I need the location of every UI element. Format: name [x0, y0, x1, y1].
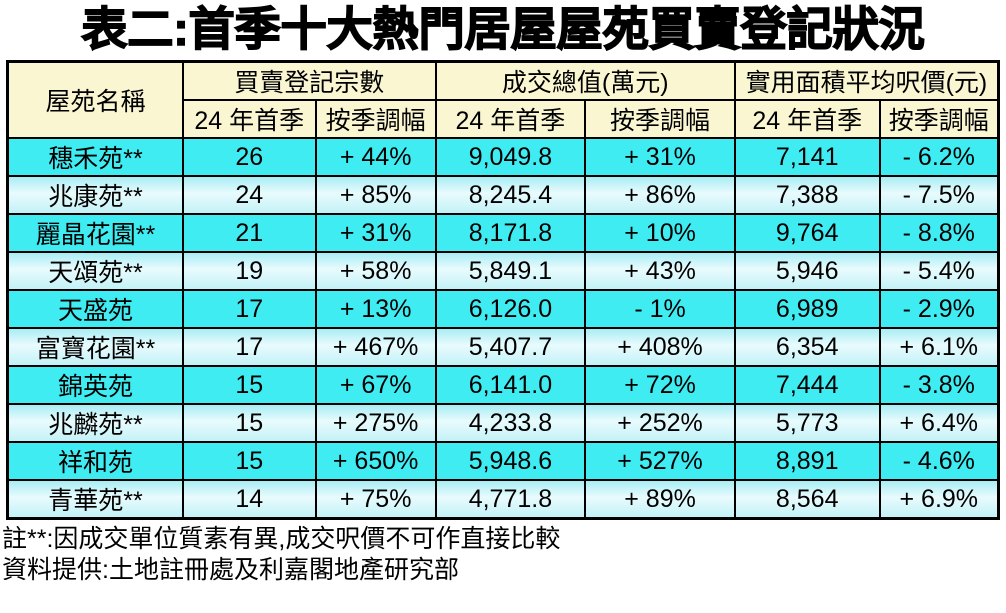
value-qoq: + 10%	[584, 213, 736, 253]
estate-name: 錦英苑	[6, 365, 184, 405]
psf-q1: 7,444	[733, 365, 881, 405]
registrations-qoq: + 31%	[314, 213, 437, 253]
registrations-q1: 17	[181, 289, 317, 329]
registrations-qoq: + 75%	[314, 479, 437, 520]
registrations-qoq: + 58%	[314, 251, 437, 291]
estate-name: 穗禾苑**	[6, 137, 184, 177]
subheader-psf-q1: 24 年首季	[733, 99, 881, 139]
value-qoq: + 43%	[584, 251, 736, 291]
header-sub-row: 24 年首季 按季調幅 24 年首季 按季調幅 24 年首季 按季調幅	[8, 99, 1000, 139]
psf-q1: 5,773	[733, 403, 881, 443]
column-group-registrations: 買賣登記宗數	[181, 60, 437, 101]
psf-q1: 6,354	[733, 327, 881, 367]
table-row: 兆麟苑** 15 + 275% 4,233.8 + 252% 5,773 + 6…	[6, 403, 1000, 443]
value-qoq: + 72%	[584, 365, 736, 405]
table-row: 青華苑** 14 + 75% 4,771.8 + 89% 8,564 + 6.9…	[6, 479, 1000, 520]
registrations-q1: 21	[181, 213, 317, 253]
psf-q1: 7,388	[733, 175, 881, 215]
psf-q1: 6,989	[733, 289, 881, 329]
registrations-qoq: + 13%	[314, 289, 437, 329]
estate-name: 天盛苑	[6, 289, 184, 329]
psf-q1: 8,564	[733, 479, 881, 520]
registrations-q1: 24	[181, 175, 317, 215]
value-qoq: + 89%	[584, 479, 736, 520]
psf-q1: 9,764	[733, 213, 881, 253]
registrations-qoq: + 67%	[314, 365, 437, 405]
value-q1: 4,771.8	[434, 479, 587, 520]
psf-qoq: + 6.1%	[878, 327, 1000, 367]
table-body: 穗禾苑** 26 + 44% 9,049.8 + 31% 7,141 - 6.2…	[6, 137, 1000, 520]
registrations-qoq: + 44%	[314, 137, 437, 177]
table-row: 天頌苑** 19 + 58% 5,849.1 + 43% 5,946 - 5.4…	[6, 251, 1000, 291]
psf-qoq: - 4.6%	[878, 441, 1000, 481]
psf-qoq: - 8.8%	[878, 213, 1000, 253]
psf-qoq: - 7.5%	[878, 175, 1000, 215]
psf-qoq: - 5.4%	[878, 251, 1000, 291]
subheader-value-qoq: 按季調幅	[584, 99, 736, 139]
subheader-value-q1: 24 年首季	[434, 99, 587, 139]
registrations-q1: 14	[181, 479, 317, 520]
table-row: 穗禾苑** 26 + 44% 9,049.8 + 31% 7,141 - 6.2…	[6, 137, 1000, 177]
value-q1: 5,948.6	[434, 441, 587, 481]
psf-qoq: - 2.9%	[878, 289, 1000, 329]
registrations-qoq: + 85%	[314, 175, 437, 215]
value-q1: 6,126.0	[434, 289, 587, 329]
value-q1: 4,233.8	[434, 403, 587, 443]
footnotes: 註**:因成交單位質素有異,成交呎價不可作直接比較 資料提供:土地註冊處及利嘉閣…	[2, 524, 1006, 586]
table-row: 富寶花園** 17 + 467% 5,407.7 + 408% 6,354 + …	[6, 327, 1000, 367]
psf-q1: 5,946	[733, 251, 881, 291]
value-q1: 8,171.8	[434, 213, 587, 253]
estate-name: 祥和苑	[6, 441, 184, 481]
value-q1: 9,049.8	[434, 137, 587, 177]
footnote-comparison-disclaimer: 註**:因成交單位質素有異,成交呎價不可作直接比較	[2, 525, 561, 553]
estate-name: 天頌苑**	[6, 251, 184, 291]
psf-q1: 8,891	[733, 441, 881, 481]
value-qoq: + 408%	[584, 327, 736, 367]
table-row: 錦英苑 15 + 67% 6,141.0 + 72% 7,444 - 3.8%	[6, 365, 1000, 405]
value-q1: 5,849.1	[434, 251, 587, 291]
registrations-qoq: + 650%	[314, 441, 437, 481]
subheader-psf-qoq: 按季調幅	[878, 99, 1000, 139]
value-qoq: + 527%	[584, 441, 736, 481]
value-qoq: - 1%	[584, 289, 736, 329]
table-row: 天盛苑 17 + 13% 6,126.0 - 1% 6,989 - 2.9%	[6, 289, 1000, 329]
registrations-q1: 15	[181, 441, 317, 481]
registrations-q1: 17	[181, 327, 317, 367]
registrations-q1: 19	[181, 251, 317, 291]
registrations-q1: 26	[181, 137, 317, 177]
value-qoq: + 31%	[584, 137, 736, 177]
estate-name: 兆康苑**	[6, 175, 184, 215]
psf-qoq: + 6.9%	[878, 479, 1000, 520]
column-header-estate-name: 屋苑名稱	[6, 60, 184, 139]
psf-qoq: - 6.2%	[878, 137, 1000, 177]
column-group-total-value: 成交總值(萬元)	[434, 60, 736, 101]
table-row: 麗晶花園** 21 + 31% 8,171.8 + 10% 9,764 - 8.…	[6, 213, 1000, 253]
subheader-registrations-qoq: 按季調幅	[314, 99, 437, 139]
registrations-qoq: + 275%	[314, 403, 437, 443]
registrations-q1: 15	[181, 403, 317, 443]
value-q1: 6,141.0	[434, 365, 587, 405]
estate-name: 青華苑**	[6, 479, 184, 520]
psf-q1: 7,141	[733, 137, 881, 177]
hos-estates-table: 屋苑名稱 買賣登記宗數 成交總值(萬元) 實用面積平均呎價(元) 24 年首季 …	[6, 60, 1000, 520]
value-q1: 8,245.4	[434, 175, 587, 215]
table-row: 祥和苑 15 + 650% 5,948.6 + 527% 8,891 - 4.6…	[6, 441, 1000, 481]
registrations-q1: 15	[181, 365, 317, 405]
table-row: 兆康苑** 24 + 85% 8,245.4 + 86% 7,388 - 7.5…	[6, 175, 1000, 215]
estate-name: 麗晶花園**	[6, 213, 184, 253]
page-title: 表二:首季十大熱門居屋屋苑買賣登記狀況	[81, 2, 926, 56]
header-group-row: 屋苑名稱 買賣登記宗數 成交總值(萬元) 實用面積平均呎價(元)	[6, 60, 1000, 139]
estate-name: 兆麟苑**	[6, 403, 184, 443]
value-qoq: + 252%	[584, 403, 736, 443]
table-header: 屋苑名稱 買賣登記宗數 成交總值(萬元) 實用面積平均呎價(元) 24 年首季 …	[6, 60, 1000, 139]
psf-qoq: + 6.4%	[878, 403, 1000, 443]
estate-name: 富寶花園**	[6, 327, 184, 367]
value-qoq: + 86%	[584, 175, 736, 215]
subheader-registrations-q1: 24 年首季	[181, 99, 317, 139]
footnote-data-source: 資料提供:土地註冊處及利嘉閣地產研究部	[2, 556, 459, 584]
value-q1: 5,407.7	[434, 327, 587, 367]
psf-qoq: - 3.8%	[878, 365, 1000, 405]
registrations-qoq: + 467%	[314, 327, 437, 367]
column-group-avg-psf-price: 實用面積平均呎價(元)	[733, 60, 1000, 101]
